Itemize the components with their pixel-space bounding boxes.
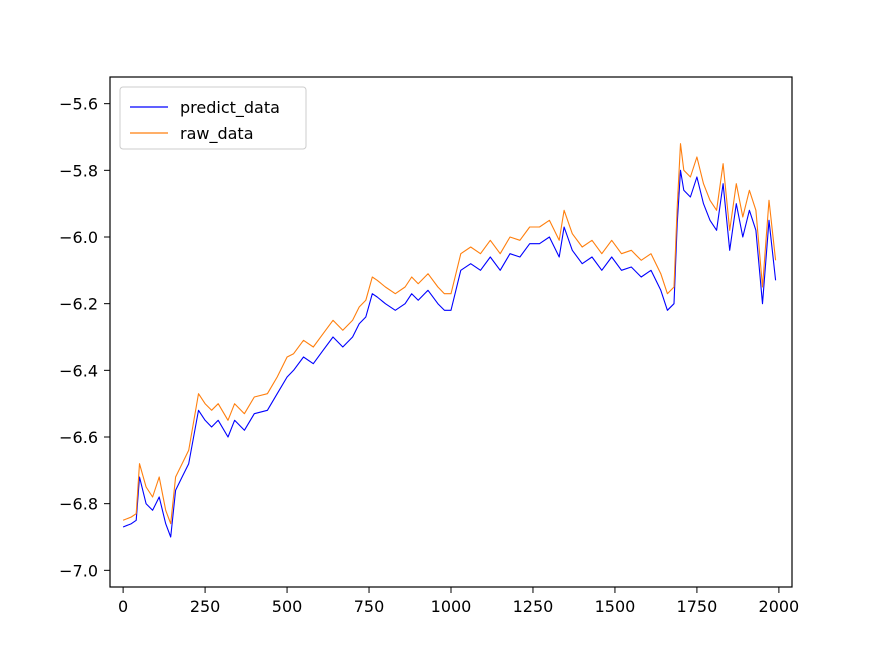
legend: predict_data raw_data — [119, 86, 307, 150]
y-tick-label: −7.0 — [59, 561, 98, 580]
series-line-raw-data — [122, 143, 777, 525]
series-line-predict-data — [122, 169, 777, 538]
x-axis-ticks: 0 250 500 750 1000 1250 1500 1750 2000 — [118, 587, 799, 616]
y-tick-label: −6.8 — [59, 495, 98, 514]
y-axis-ticks: −7.0 −6.8 −6.6 −6.4 −6.2 −6.0 −5.8 −5.6 — [59, 95, 110, 580]
x-tick-label: 2000 — [759, 597, 800, 616]
x-tick-label: 250 — [190, 597, 221, 616]
x-tick-label: 1750 — [677, 597, 718, 616]
x-tick-label: 1000 — [431, 597, 472, 616]
y-tick-label: −6.6 — [59, 428, 98, 447]
y-tick-label: −6.4 — [59, 361, 98, 380]
x-tick-label: 500 — [272, 597, 303, 616]
legend-label-predict-data: predict_data — [180, 98, 280, 118]
x-tick-label: 1500 — [595, 597, 636, 616]
x-tick-label: 0 — [118, 597, 128, 616]
y-tick-label: −5.8 — [59, 161, 98, 180]
y-tick-label: −6.0 — [59, 228, 98, 247]
series-layer — [122, 143, 777, 538]
y-tick-label: −6.2 — [59, 295, 98, 314]
legend-label-raw-data: raw_data — [180, 124, 254, 144]
plot-frame — [109, 76, 793, 588]
x-tick-label: 750 — [354, 597, 385, 616]
x-tick-label: 1250 — [513, 597, 554, 616]
y-tick-label: −5.6 — [59, 95, 98, 114]
